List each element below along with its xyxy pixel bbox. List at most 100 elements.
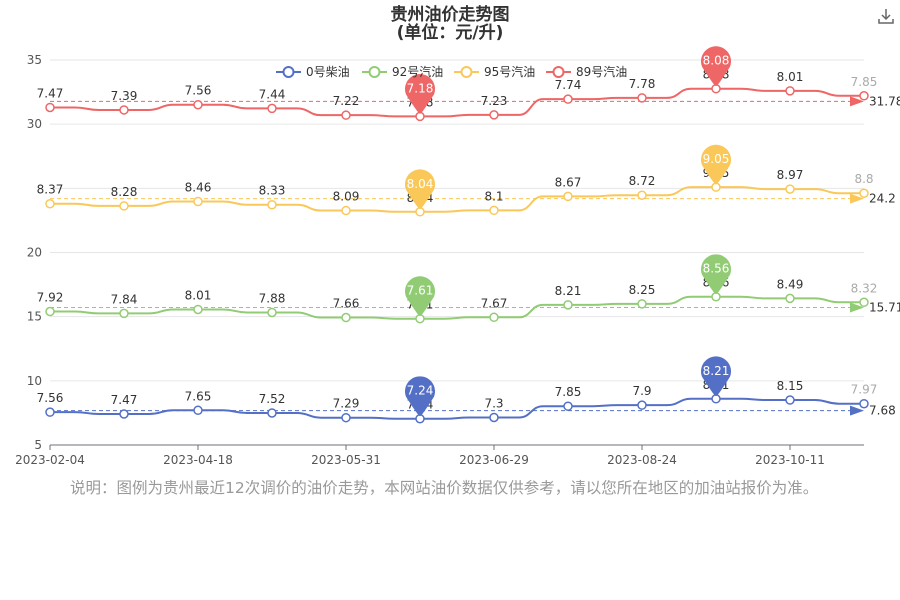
data-label: 8.46 <box>185 181 212 195</box>
data-label: 8.67 <box>555 175 582 189</box>
data-point <box>859 398 869 409</box>
axis-layer: 5 10 15 20 30 35 2023-02-04 2023-04-18 2023-05-3… <box>15 53 864 467</box>
data-point <box>193 99 203 110</box>
data-label: 8.01 <box>777 70 804 84</box>
data-label: 8.1 <box>484 189 503 203</box>
data-label: 8.8 <box>854 172 873 186</box>
data-point <box>637 400 647 410</box>
x-tick-label: 2023-02-04 <box>15 453 85 467</box>
data-point <box>267 307 277 318</box>
data-point <box>785 395 795 405</box>
data-point <box>415 313 425 324</box>
legend-marker <box>552 66 565 78</box>
data-point <box>711 291 721 302</box>
max-pin-marker <box>701 144 731 185</box>
chart-title: 贵州油价走势图 <box>391 4 510 25</box>
min-pin-label: 7.61 <box>407 284 434 298</box>
data-point <box>341 205 351 216</box>
data-label: 7.84 <box>111 292 138 306</box>
data-point <box>119 409 129 419</box>
data-point <box>415 207 425 217</box>
data-point <box>489 312 499 323</box>
y-tick-label: 5 <box>34 438 42 452</box>
data-point <box>119 308 129 319</box>
min-pin-marker <box>405 74 435 114</box>
data-label: 8.09 <box>333 190 360 204</box>
y-tick-label: 20 <box>27 246 42 260</box>
data-point <box>45 407 55 417</box>
data-point <box>563 94 573 104</box>
x-tick-label: 2023-10-11 <box>755 453 825 467</box>
data-point <box>415 413 425 424</box>
series-line <box>50 295 864 320</box>
max-pin-marker <box>701 356 731 397</box>
series-line <box>50 186 864 213</box>
chart-subtitle: (单位：元/升) <box>397 22 504 43</box>
max-pin-label: 9.05 <box>703 152 730 166</box>
series-layer: 7.68 7.56 7.47 7.65 7.52 7.29 7.24 7.3 7.85 7.9 8.… <box>37 46 900 424</box>
min-pin-marker <box>405 276 435 317</box>
data-point <box>45 198 55 209</box>
data-point <box>637 190 647 200</box>
data-point <box>193 405 203 416</box>
data-label: 7.56 <box>37 391 64 405</box>
data-label: 7.52 <box>259 392 286 406</box>
max-pin-marker <box>701 254 731 295</box>
grid-layer <box>50 59 864 446</box>
data-point <box>193 304 203 315</box>
series-line <box>50 87 864 118</box>
data-label: 7.85 <box>851 75 878 89</box>
data-point <box>785 184 795 194</box>
data-label: 7.66 <box>333 297 360 311</box>
data-label: 8.15 <box>777 379 804 393</box>
data-point <box>859 188 869 198</box>
data-point <box>711 182 721 192</box>
x-tick-label: 2023-08-24 <box>607 453 677 467</box>
data-point <box>711 394 721 404</box>
y-tick-label: 10 <box>27 374 42 388</box>
data-point <box>119 105 129 115</box>
max-pin-label: 8.08 <box>703 54 730 68</box>
data-label: 8.37 <box>37 183 64 197</box>
data-label: 7.39 <box>111 89 138 103</box>
data-label: 7.88 <box>259 291 286 305</box>
data-label: 8.49 <box>777 277 804 291</box>
data-point <box>45 102 55 113</box>
y-tick-label: 30 <box>27 117 42 131</box>
data-label: 7.47 <box>37 86 64 100</box>
data-point <box>785 293 795 304</box>
legend-marker <box>282 66 295 78</box>
y-tick-label: 15 <box>27 310 42 324</box>
legend: 0号柴油 92号汽油 95号汽油 89号汽油 <box>276 64 627 79</box>
data-point <box>785 86 795 96</box>
legend-marker <box>368 66 381 78</box>
data-label: 8.33 <box>259 184 286 198</box>
x-tick-label: 2023-04-18 <box>163 453 233 467</box>
average-arrow <box>850 96 864 107</box>
data-label: 7.3 <box>484 396 503 410</box>
average-arrow <box>850 193 864 204</box>
data-label: 7.47 <box>111 393 138 407</box>
min-pin-label: 7.24 <box>407 384 434 398</box>
x-tick-label: 2023-06-29 <box>459 453 529 467</box>
data-point <box>267 199 277 210</box>
legend-label: 0号柴油 <box>306 65 350 79</box>
data-label: 7.9 <box>632 384 651 398</box>
average-label: 15.71 <box>869 301 900 315</box>
chart-note: 说明：图例为贵州最近12次调价的油价走势，本网站油价数据仅供参考，请以您所在地区… <box>70 479 819 497</box>
legend-label: 95号汽油 <box>484 64 535 79</box>
data-point <box>341 412 351 423</box>
data-label: 8.72 <box>629 174 656 188</box>
download-icon[interactable] <box>876 6 896 26</box>
data-label: 8.32 <box>851 281 878 295</box>
data-label: 8.28 <box>111 185 138 199</box>
data-label: 7.92 <box>37 291 64 305</box>
data-label: 7.29 <box>333 397 360 411</box>
data-label: 7.97 <box>851 383 878 397</box>
max-pin-label: 8.21 <box>703 364 730 378</box>
data-point <box>637 299 647 309</box>
data-label: 7.23 <box>481 94 508 108</box>
data-point <box>341 312 351 323</box>
data-point <box>489 205 499 216</box>
